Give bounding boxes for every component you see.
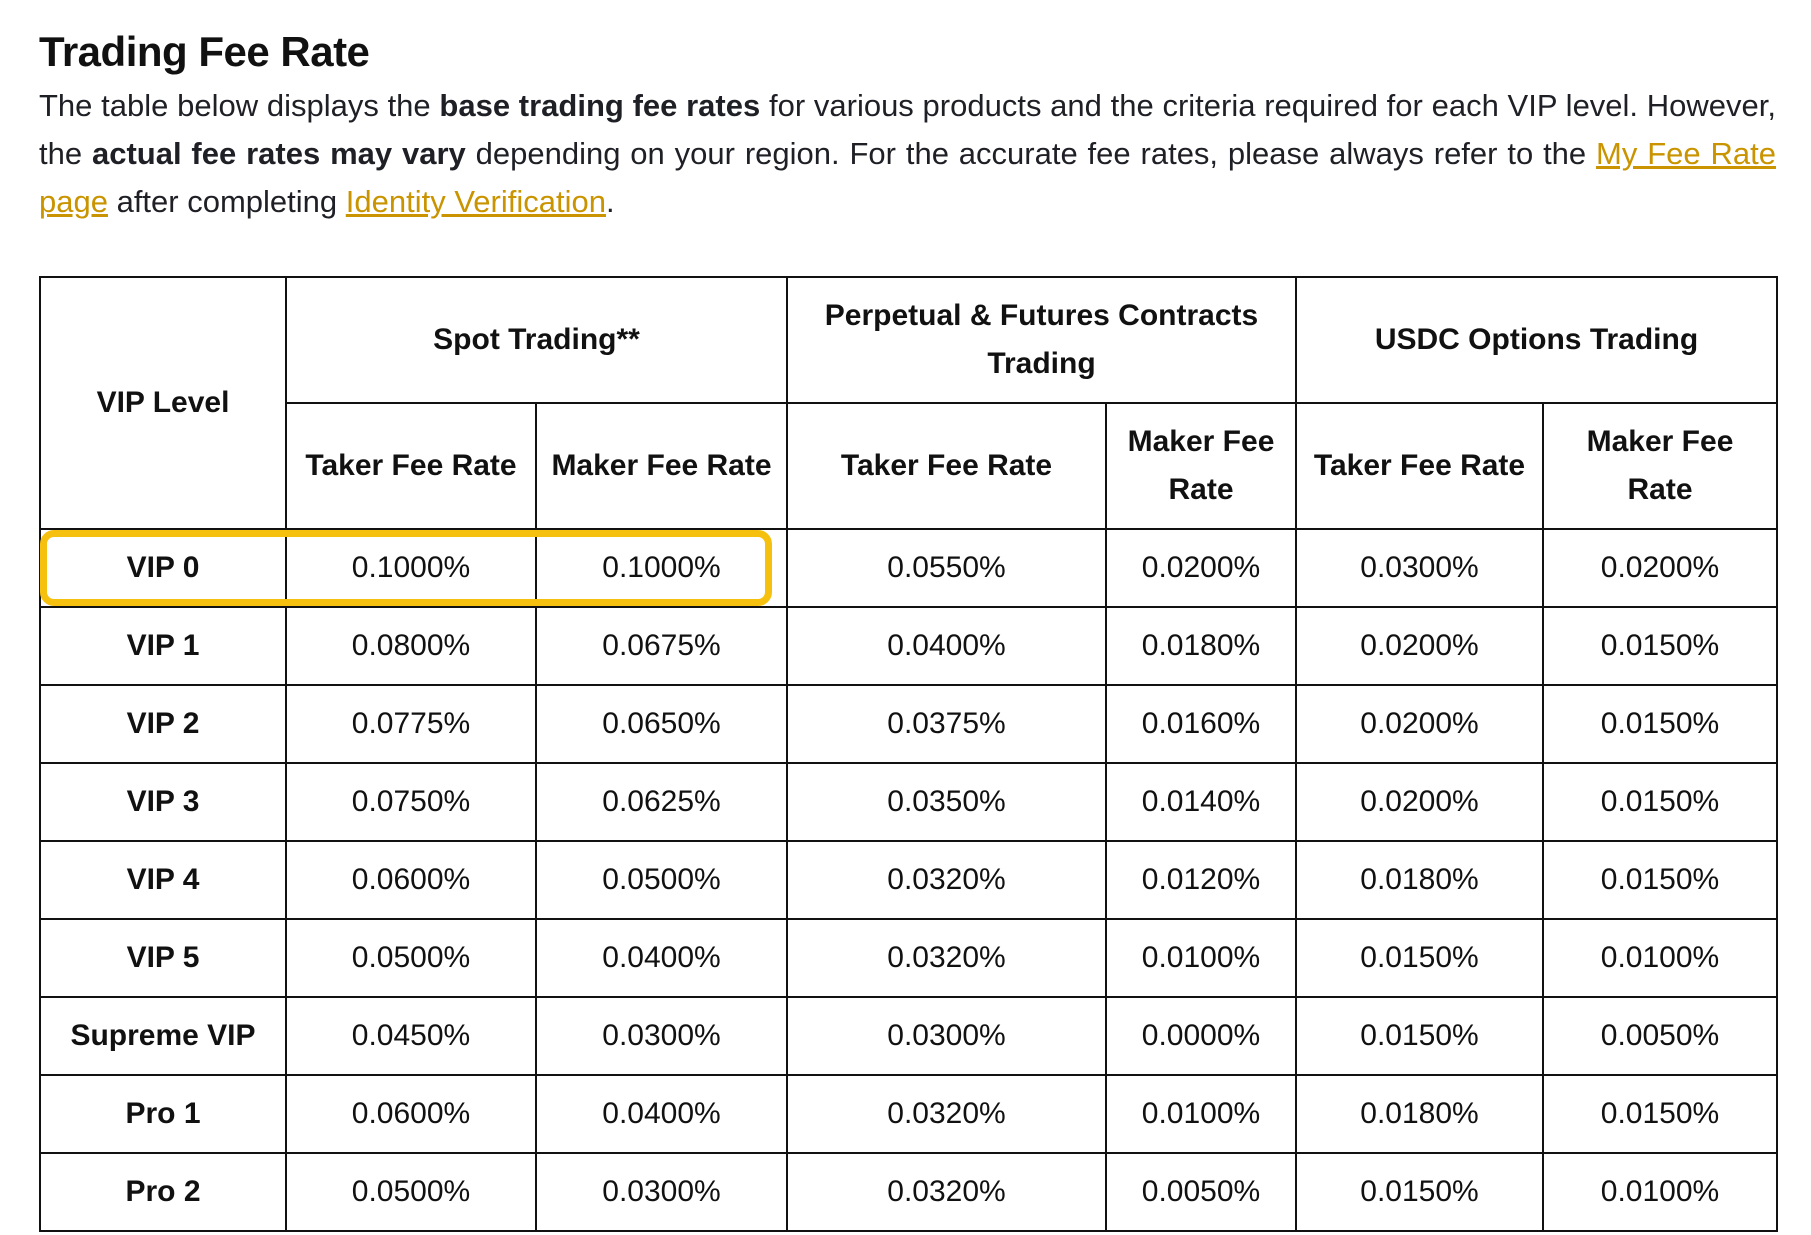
my-fee-rate-link[interactable]: My Fee Rate page — [39, 136, 1776, 219]
fee-rate-cell: 0.0320% — [786, 1074, 1107, 1154]
table-row: VIP 3 0.0750% 0.0625% 0.0350% 0.0140% 0.0200%… — [39, 762, 1778, 842]
fee-rate-cell: 0.0200% — [1542, 528, 1778, 608]
fee-rate-cell: 0.0400% — [535, 1074, 788, 1154]
fee-rate-cell: 0.0150% — [1295, 1152, 1544, 1232]
vip-level-cell: VIP 3 — [39, 762, 287, 842]
fee-rate-cell: 0.0775% — [285, 684, 537, 764]
intro-text: after completing — [107, 184, 346, 219]
options-taker-header: Taker Fee Rate — [1295, 402, 1544, 530]
options-maker-header: Maker Fee Rate — [1542, 402, 1778, 530]
fee-rate-cell: 0.0800% — [285, 606, 537, 686]
fee-rate-cell: 0.0650% — [535, 684, 788, 764]
fee-rate-cell: 0.0100% — [1542, 918, 1778, 998]
identity-verification-link[interactable]: Identity Verification — [345, 184, 606, 219]
vip-level-cell: Supreme VIP — [39, 996, 287, 1076]
fee-rate-cell: 0.0400% — [535, 918, 788, 998]
vip-level-cell: Pro 2 — [39, 1152, 287, 1232]
fee-rate-cell: 0.0600% — [285, 840, 537, 920]
fee-rate-cell: 0.0050% — [1542, 996, 1778, 1076]
fee-rate-cell: 0.0200% — [1105, 528, 1297, 608]
fee-rate-cell: 0.0200% — [1295, 606, 1544, 686]
vip-level-header: VIP Level — [39, 276, 287, 530]
table-row: Supreme VIP 0.0450% 0.0300% 0.0300% 0.0000% 0… — [39, 996, 1778, 1076]
fee-rate-cell: 0.0300% — [1295, 528, 1544, 608]
fee-rate-cell: 0.0320% — [786, 840, 1107, 920]
intro-text: The table below displays the — [39, 88, 440, 123]
fee-rate-cell: 0.0150% — [1542, 840, 1778, 920]
fee-rate-table: VIP Level Spot Trading** Perpetual & Fut… — [39, 276, 1778, 1232]
vip-level-cell: VIP 1 — [39, 606, 287, 686]
vip-level-cell: VIP 2 — [39, 684, 287, 764]
fee-rate-cell: 0.0100% — [1542, 1152, 1778, 1232]
fee-rate-cell: 0.0150% — [1542, 684, 1778, 764]
intro-bold-base-rates: base trading fee rates — [439, 88, 761, 123]
fee-rate-cell: 0.0300% — [535, 1152, 788, 1232]
futures-header: Perpetual & Futures Contracts Trading — [786, 276, 1297, 404]
intro-text: depending on your region. For the accura… — [465, 136, 1597, 171]
fee-rate-cell: 0.0120% — [1105, 840, 1297, 920]
fee-rate-cell: 0.0550% — [786, 528, 1107, 608]
intro-text: . — [605, 184, 615, 219]
table-row: VIP 5 0.0500% 0.0400% 0.0320% 0.0100% 0.0150%… — [39, 918, 1778, 998]
fee-rate-cell: 0.0450% — [285, 996, 537, 1076]
fee-rate-cell: 0.0180% — [1105, 606, 1297, 686]
table-row: Pro 2 0.0500% 0.0300% 0.0320% 0.0050% 0.0150%… — [39, 1152, 1778, 1232]
page-title: Trading Fee Rate — [39, 28, 370, 75]
fee-rate-cell: 0.0500% — [285, 918, 537, 998]
fee-rate-cell: 0.0675% — [535, 606, 788, 686]
intro-bold-may-vary: actual fee rates may vary — [91, 136, 466, 171]
fee-rate-cell: 0.0320% — [786, 1152, 1107, 1232]
fee-rate-cell: 0.0100% — [1105, 1074, 1297, 1154]
fee-rate-cell: 0.0350% — [786, 762, 1107, 842]
fee-rate-cell: 0.0500% — [285, 1152, 537, 1232]
fee-rate-cell: 0.0200% — [1295, 684, 1544, 764]
fee-rate-cell: 0.0150% — [1295, 918, 1544, 998]
spot-taker-header: Taker Fee Rate — [285, 402, 537, 530]
fee-rate-cell: 0.1000% — [535, 528, 788, 608]
fee-rate-cell: 0.0150% — [1542, 606, 1778, 686]
fee-rate-cell: 0.0160% — [1105, 684, 1297, 764]
fee-rate-cell: 0.0180% — [1295, 840, 1544, 920]
fee-rate-cell: 0.0750% — [285, 762, 537, 842]
fee-rate-cell: 0.1000% — [285, 528, 537, 608]
spot-trading-header: Spot Trading** — [285, 276, 788, 404]
vip-level-cell: VIP 5 — [39, 918, 287, 998]
fee-rate-cell: 0.0320% — [786, 918, 1107, 998]
fee-rate-cell: 0.0200% — [1295, 762, 1544, 842]
intro-text: for various products and the criteria re… — [39, 88, 1777, 171]
fee-rate-cell: 0.0600% — [285, 1074, 537, 1154]
table-row: Pro 1 0.0600% 0.0400% 0.0320% 0.0100% 0.0180%… — [39, 1074, 1778, 1154]
fee-rate-cell: 0.0050% — [1105, 1152, 1297, 1232]
fee-rate-cell: 0.0375% — [786, 684, 1107, 764]
fee-rate-cell: 0.0150% — [1542, 1074, 1778, 1154]
spot-maker-header: Maker Fee Rate — [535, 402, 788, 530]
vip-level-cell: VIP 0 — [39, 528, 287, 608]
table-row: VIP 4 0.0600% 0.0500% 0.0320% 0.0120% 0.0180%… — [39, 840, 1778, 920]
fee-rate-cell: 0.0300% — [786, 996, 1107, 1076]
fee-rate-cell: 0.0000% — [1105, 996, 1297, 1076]
table-row: VIP 1 0.0800% 0.0675% 0.0400% 0.0180% 0.0200%… — [39, 606, 1778, 686]
fee-rate-cell: 0.0625% — [535, 762, 788, 842]
fee-rate-cell: 0.0150% — [1295, 996, 1544, 1076]
fee-rate-cell: 0.0150% — [1542, 762, 1778, 842]
fee-rate-cell: 0.0500% — [535, 840, 788, 920]
intro-paragraph: The table below displays the base tradin… — [39, 82, 1776, 226]
vip-level-cell: Pro 1 — [39, 1074, 287, 1154]
futures-maker-header: Maker Fee Rate — [1105, 402, 1297, 530]
fee-rate-cell: 0.0300% — [535, 996, 788, 1076]
futures-taker-header: Taker Fee Rate — [786, 402, 1107, 530]
usdc-options-header: USDC Options Trading — [1295, 276, 1778, 404]
fee-rate-cell: 0.0100% — [1105, 918, 1297, 998]
fee-rate-cell: 0.0140% — [1105, 762, 1297, 842]
table-row: VIP 2 0.0775% 0.0650% 0.0375% 0.0160% 0.0200%… — [39, 684, 1778, 764]
vip-level-cell: VIP 4 — [39, 840, 287, 920]
table-row: VIP 0 0.1000% 0.1000% 0.0550% 0.0200% 0.0300%… — [39, 528, 1778, 608]
fee-rate-cell: 0.0400% — [786, 606, 1107, 686]
fee-rate-cell: 0.0180% — [1295, 1074, 1544, 1154]
